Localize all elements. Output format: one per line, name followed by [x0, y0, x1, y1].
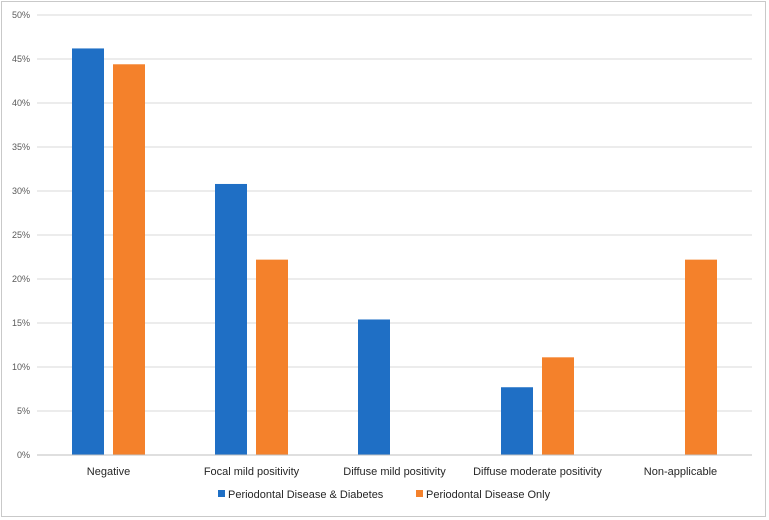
- y-tick-label: 50%: [12, 10, 30, 20]
- legend: Periodontal Disease & Diabetes Periodont…: [218, 489, 551, 501]
- y-tick-label: 10%: [12, 362, 30, 372]
- bar-2-negative: [113, 64, 145, 455]
- legend-label-series-2: Periodontal Disease Only: [426, 489, 551, 501]
- bar-1-negative: [72, 48, 104, 455]
- y-tick-label: 35%: [12, 142, 30, 152]
- x-category-label: Focal mild positivity: [204, 466, 300, 478]
- x-category-label: Diffuse mild positivity: [343, 466, 446, 478]
- y-tick-label: 30%: [12, 186, 30, 196]
- x-axis-categories: Negative Focal mild positivity Diffuse mil…: [87, 466, 717, 478]
- bar-1-diffuse-mild-positivity: [358, 319, 390, 455]
- bar-2-non-applicable: [685, 259, 717, 455]
- x-category-label: Non-applicable: [644, 466, 717, 478]
- bars: [72, 48, 717, 455]
- x-category-label: Negative: [87, 466, 130, 478]
- x-category-label: Diffuse moderate positivity: [473, 466, 602, 478]
- bar-1-diffuse-moderate-positivity: [501, 387, 533, 455]
- legend-label-series-1: Periodontal Disease & Diabetes: [228, 489, 384, 501]
- y-tick-label: 20%: [12, 274, 30, 284]
- legend-swatch-series-2: [416, 490, 423, 497]
- y-tick-label: 25%: [12, 230, 30, 240]
- y-tick-label: 15%: [12, 318, 30, 328]
- bar-2-focal-mild-positivity: [256, 259, 288, 455]
- y-tick-label: 45%: [12, 54, 30, 64]
- y-axis-ticks: 0% 5% 10% 15% 20% 25% 30% 35% 40% 45% 50%: [12, 10, 30, 460]
- bar-2-diffuse-moderate-positivity: [542, 357, 574, 455]
- y-tick-label: 40%: [12, 98, 30, 108]
- gridlines: [37, 14, 752, 412]
- legend-swatch-series-1: [218, 490, 225, 497]
- bar-1-focal-mild-positivity: [215, 183, 247, 455]
- y-tick-label: 5%: [17, 406, 30, 416]
- y-tick-label: 0%: [17, 450, 30, 460]
